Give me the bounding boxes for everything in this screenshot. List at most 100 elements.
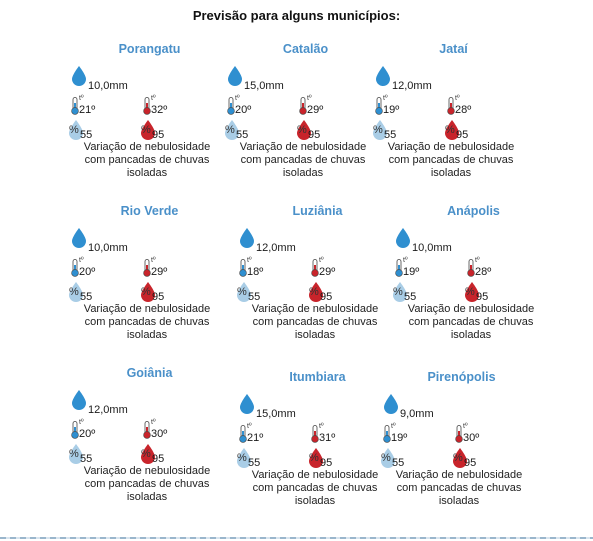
description-line: isoladas [294, 329, 336, 341]
water-drop-icon [240, 228, 254, 248]
max-humidity: 95 [456, 129, 469, 141]
max-temperature: 31º [319, 432, 336, 444]
humidity-drop-light-icon: % [236, 448, 252, 468]
percent-symbol: % [373, 124, 383, 136]
max-temperature: 30º [151, 428, 168, 440]
min-temperature: 20º [79, 266, 96, 278]
min-temperature: 20º [235, 104, 252, 116]
humidity-drop-red-icon: % [308, 448, 324, 468]
percent-symbol: % [141, 286, 151, 298]
water-drop-icon [396, 228, 410, 248]
humidity-drop-red-icon: % [444, 120, 460, 140]
weather-description: Variação de nebulosidade com pancadas de … [62, 303, 232, 342]
weather-description: Variação de nebulosidade com pancadas de … [366, 141, 536, 180]
temp-superscript: tº [475, 257, 480, 264]
max-humidity: 95 [152, 291, 165, 303]
description-line: com pancadas de chuvas [84, 478, 210, 490]
humidity-drop-light-icon: % [236, 282, 252, 302]
min-humidity: 55 [248, 291, 261, 303]
weather-description: Variação de nebulosidade com pancadas de … [62, 465, 232, 504]
description-line: com pancadas de chuvas [240, 154, 366, 166]
max-humidity: 95 [476, 291, 489, 303]
thermometer-cold-icon [70, 259, 80, 277]
thermometer-cold-icon [394, 259, 404, 277]
min-humidity: 55 [236, 129, 249, 141]
thermometer-hot-icon [310, 425, 320, 443]
rain-amount: 12,0mm [256, 242, 296, 254]
temp-superscript: tº [79, 95, 84, 102]
percent-symbol: % [225, 124, 235, 136]
city-name: Itumbiara [289, 370, 346, 384]
rain-amount: 15,0mm [256, 408, 296, 420]
max-humidity: 95 [320, 291, 333, 303]
thermometer-cold-icon [226, 97, 236, 115]
water-drop-icon [376, 66, 390, 86]
city-name: Rio Verde [120, 204, 179, 218]
weather-description: Variação de nebulosidade com pancadas de … [386, 303, 556, 342]
humidity-drop-red-icon: % [452, 448, 468, 468]
max-humidity: 95 [464, 457, 477, 469]
min-humidity: 55 [248, 457, 261, 469]
min-humidity: 55 [80, 129, 93, 141]
thermometer-cold-icon [382, 425, 392, 443]
description-line: isoladas [126, 329, 168, 341]
percent-symbol: % [381, 452, 391, 464]
percent-symbol: % [445, 124, 455, 136]
min-temperature: 18º [247, 266, 264, 278]
page-bottom-divider [0, 537, 593, 539]
city-name: Luziânia [292, 204, 343, 218]
water-drop-icon [72, 66, 86, 86]
description-line: Variação de nebulosidade [407, 303, 535, 315]
humidity-drop-light-icon: % [392, 282, 408, 302]
percent-symbol: % [141, 124, 151, 136]
percent-symbol: % [237, 452, 247, 464]
temp-superscript: tº [151, 257, 156, 264]
rain-amount: 10,0mm [88, 80, 128, 92]
thermometer-hot-icon [142, 259, 152, 277]
city-name: Jataí [439, 42, 468, 56]
max-humidity: 95 [308, 129, 321, 141]
city-name: Porangatu [118, 42, 181, 56]
max-temperature: 29º [307, 104, 324, 116]
thermometer-hot-icon [446, 97, 456, 115]
temp-superscript: tº [307, 95, 312, 102]
thermometer-cold-icon [238, 425, 248, 443]
water-drop-icon [240, 394, 254, 414]
city-forecast-card: Itumbiara 15,0mm tº 21º tº 31º% 55% 95 Variação … [230, 370, 405, 530]
description-line: Variação de nebulosidade [387, 141, 515, 153]
humidity-drop-light-icon: % [68, 282, 84, 302]
percent-symbol: % [393, 286, 403, 298]
rain-amount: 10,0mm [88, 242, 128, 254]
city-name: Goiânia [126, 366, 173, 380]
water-drop-icon [384, 394, 398, 414]
description-line: Variação de nebulosidade [83, 303, 211, 315]
city-name: Catalão [282, 42, 329, 56]
weather-description: Variação de nebulosidade com pancadas de … [218, 141, 388, 180]
thermometer-cold-icon [374, 97, 384, 115]
description-line: isoladas [126, 491, 168, 503]
humidity-drop-light-icon: % [68, 120, 84, 140]
temp-superscript: tº [79, 419, 84, 426]
humidity-drop-red-icon: % [464, 282, 480, 302]
humidity-drop-red-icon: % [140, 444, 156, 464]
temp-superscript: tº [391, 423, 396, 430]
temp-superscript: tº [151, 419, 156, 426]
rain-amount: 12,0mm [392, 80, 432, 92]
description-line: isoladas [450, 329, 492, 341]
rain-amount: 15,0mm [244, 80, 284, 92]
humidity-drop-light-icon: % [224, 120, 240, 140]
rain-amount: 12,0mm [88, 404, 128, 416]
description-line: Variação de nebulosidade [251, 303, 379, 315]
temp-superscript: tº [319, 257, 324, 264]
description-line: isoladas [438, 495, 480, 507]
weather-description: Variação de nebulosidade com pancadas de … [374, 469, 544, 508]
temp-superscript: tº [383, 95, 388, 102]
city-forecast-card: Catalão 15,0mm tº 20º tº 29º% 55% 95 Variação de… [218, 42, 393, 202]
description-line: isoladas [126, 167, 168, 179]
max-temperature: 29º [151, 266, 168, 278]
description-line: com pancadas de chuvas [388, 154, 514, 166]
min-humidity: 55 [392, 457, 405, 469]
humidity-drop-red-icon: % [140, 120, 156, 140]
page-title: Previsão para alguns municípios: [192, 8, 401, 23]
temp-superscript: tº [247, 423, 252, 430]
